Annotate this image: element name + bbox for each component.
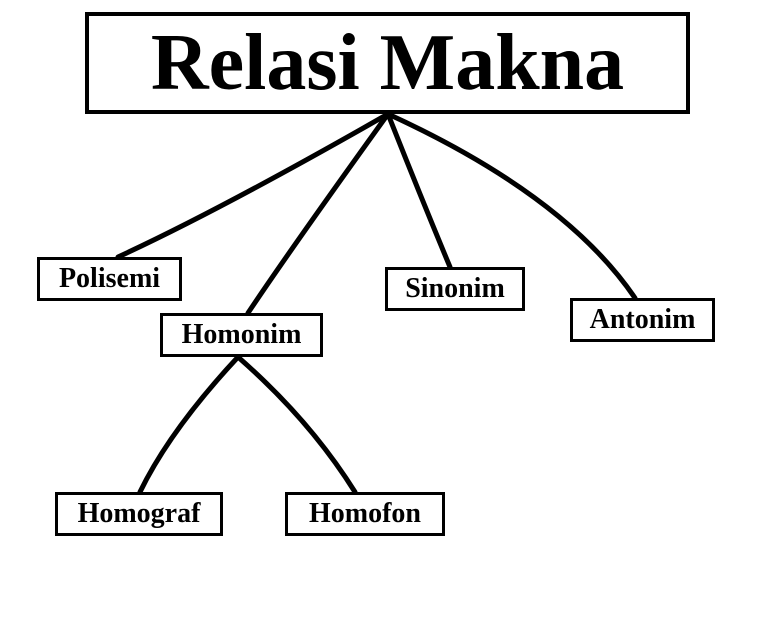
node-homonim: Homonim <box>160 313 323 357</box>
edge-2 <box>388 114 450 267</box>
node-label-polisemi: Polisemi <box>59 263 160 295</box>
node-label-sinonim: Sinonim <box>405 273 505 305</box>
node-label-homonim: Homonim <box>182 319 302 351</box>
node-label-homofon: Homofon <box>309 498 421 530</box>
edge-0 <box>118 114 388 257</box>
node-root: Relasi Makna <box>85 12 690 114</box>
node-label-root: Relasi Makna <box>151 18 624 109</box>
edge-5 <box>238 357 355 492</box>
node-label-antonim: Antonim <box>590 304 696 336</box>
edge-1 <box>248 114 388 313</box>
edge-4 <box>140 357 238 492</box>
node-homograf: Homograf <box>55 492 223 536</box>
node-homofon: Homofon <box>285 492 445 536</box>
node-sinonim: Sinonim <box>385 267 525 311</box>
node-label-homograf: Homograf <box>78 498 201 530</box>
node-polisemi: Polisemi <box>37 257 182 301</box>
diagram-canvas: Relasi Makna Polisemi Homonim Sinonim Antoni… <box>0 0 773 640</box>
node-antonim: Antonim <box>570 298 715 342</box>
